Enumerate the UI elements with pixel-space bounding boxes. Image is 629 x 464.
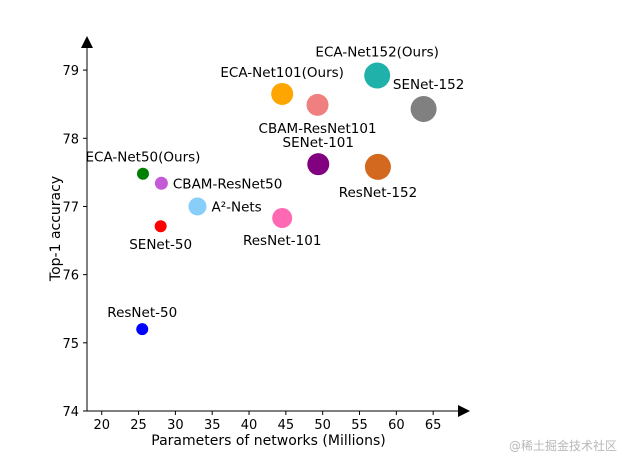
label-resnet-50: ResNet-50 <box>107 305 177 321</box>
point-senet-152 <box>410 95 437 122</box>
x-tick-label: 65 <box>425 418 442 433</box>
y-tick-label: 74 <box>62 405 79 420</box>
y-tick-label: 78 <box>62 132 79 147</box>
x-tick-label: 25 <box>130 418 147 433</box>
y-tick-label: 75 <box>62 337 79 352</box>
point-cbam-resnet101 <box>306 93 329 116</box>
ticks: 20 25 30 35 40 45 50 55 60 65 74 75 76 77 78 79 <box>62 64 441 433</box>
y-tick-label: 79 <box>62 64 79 79</box>
x-tick-label: 35 <box>204 418 221 433</box>
label-eca-net50-ours: ECA-Net50(Ours) <box>86 150 201 166</box>
x-axis-arrow <box>458 405 470 417</box>
label-senet-101: SENet-101 <box>283 135 354 151</box>
y-axis-arrow <box>81 36 93 48</box>
label-a-nets: A²-Nets <box>211 199 261 215</box>
x-tick-label: 45 <box>278 418 295 433</box>
x-tick-label: 50 <box>314 418 331 433</box>
y-axis-title: Top-1 accuracy <box>48 176 64 282</box>
x-tick-label: 20 <box>93 418 110 433</box>
point-a-nets <box>188 197 207 216</box>
x-tick-label: 30 <box>167 418 184 433</box>
point-labels: ResNet-50 SENet-50 ECA-Net50(Ours) CBAM-Res… <box>86 45 465 322</box>
label-resnet-101: ResNet-101 <box>243 233 321 249</box>
point-eca-net152-ours <box>364 62 391 89</box>
label-cbam-resnet50: CBAM-ResNet50 <box>173 176 282 192</box>
point-eca-net101-ours <box>271 82 294 105</box>
point-resnet-50 <box>136 323 149 336</box>
data-points <box>136 62 437 336</box>
label-eca-net101-ours: ECA-Net101(Ours) <box>220 65 344 81</box>
label-senet-50: SENet-50 <box>129 237 192 253</box>
y-tick-label: 76 <box>62 269 79 284</box>
point-senet-101 <box>307 153 330 176</box>
label-cbam-resnet101: CBAM-ResNet101 <box>259 121 377 137</box>
x-tick-label: 60 <box>388 418 405 433</box>
axes <box>81 36 470 417</box>
y-tick-label: 77 <box>62 200 79 215</box>
point-eca-net50-ours <box>136 167 149 180</box>
x-axis-title: Parameters of networks (Millions) <box>151 433 385 449</box>
label-senet-152: SENet-152 <box>393 77 464 93</box>
point-senet-50 <box>154 220 167 233</box>
label-eca-net152-ours: ECA-Net152(Ours) <box>315 45 439 61</box>
label-resnet-152: ResNet-152 <box>339 185 417 201</box>
x-tick-label: 55 <box>351 418 368 433</box>
watermark: @稀土掘金技术社区 <box>508 439 617 453</box>
point-resnet-152 <box>364 153 391 180</box>
point-resnet-101 <box>272 208 293 229</box>
point-cbam-resnet50 <box>154 176 168 190</box>
x-tick-label: 40 <box>241 418 258 433</box>
